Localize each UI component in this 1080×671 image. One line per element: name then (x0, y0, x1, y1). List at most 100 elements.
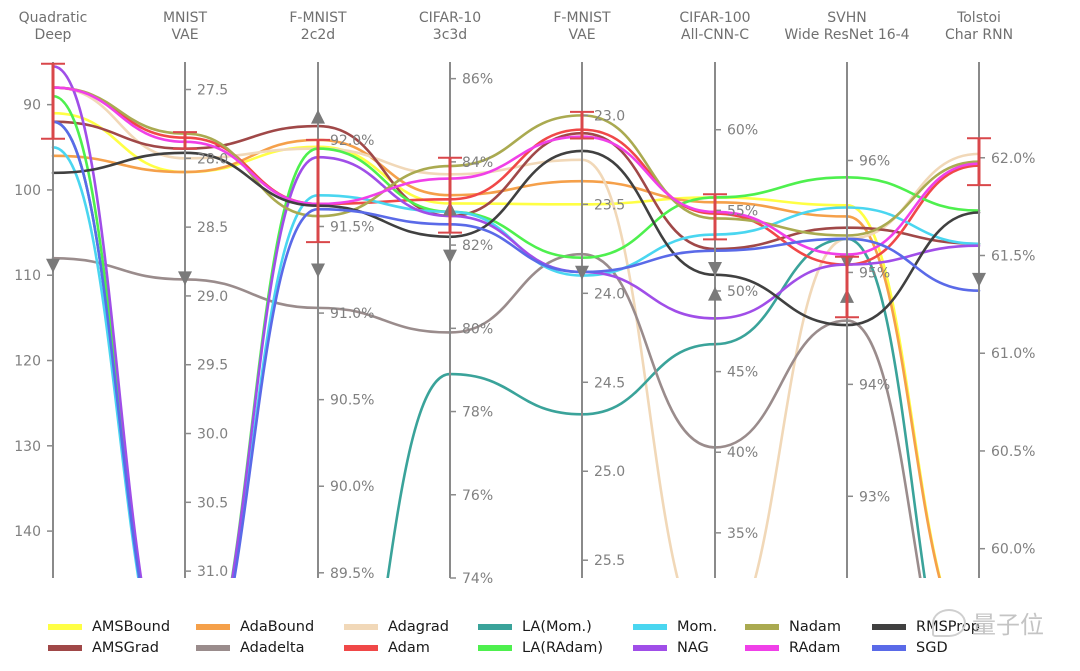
series-line-radam (51, 86, 981, 256)
error-bar (306, 138, 330, 244)
legend-label: SGD (916, 640, 948, 656)
tick-label: 80% (462, 321, 493, 337)
tick-label: 92.0% (330, 133, 374, 149)
watermark-text: 量子位 (972, 611, 1044, 639)
tick-label: 23.5 (594, 197, 625, 213)
axis-title: Tolstoi (956, 10, 1001, 26)
tick-label: 120 (14, 354, 41, 370)
series-line-mom- (51, 145, 981, 578)
legend-item: RAdam (745, 638, 840, 658)
series-line-amsbound (51, 111, 942, 578)
error-bar (703, 193, 727, 241)
legend-swatch (196, 624, 230, 630)
tick-label: 89.5% (330, 566, 374, 582)
tick-label: 110 (14, 268, 41, 284)
tick-label: 60.5% (991, 444, 1035, 460)
legend-label: AMSBound (92, 619, 171, 635)
tick-label: 74% (462, 571, 493, 587)
tick-label: 27.5 (197, 83, 228, 99)
legend-label: LA(RAdam) (522, 640, 604, 656)
legend-label: NAG (677, 640, 709, 656)
tick-label: 29.0 (197, 289, 228, 305)
tick-label: 76% (462, 488, 493, 504)
legend-label: Nadam (789, 619, 841, 635)
tick-label: 100 (14, 183, 41, 199)
axis-title: CIFAR-100 (679, 10, 750, 26)
legend-label: AMSGrad (92, 640, 159, 656)
legend-item: Mom. (633, 617, 717, 637)
tick-label: 96% (859, 153, 890, 169)
error-bar (570, 110, 594, 140)
tick-label: 60.0% (991, 542, 1035, 558)
tick-label: 61.5% (991, 249, 1035, 265)
legend-label: Adagrad (388, 619, 450, 635)
tick-label: 90 (23, 98, 41, 114)
legend-swatch (633, 624, 667, 630)
tick-label: 50% (727, 284, 758, 300)
legend-item: Adadelta (196, 638, 304, 658)
tick-label: 91.0% (330, 306, 374, 322)
axis-title: Quadratic (19, 10, 88, 26)
legend-item: Adam (344, 638, 430, 658)
tick-label: 23.0 (594, 108, 625, 124)
down-marker-icon (443, 249, 457, 264)
legend-swatch (478, 624, 512, 630)
tick-label: 24.0 (594, 286, 625, 302)
legend-item: Adagrad (344, 617, 449, 637)
tick-label: 25.5 (594, 553, 625, 569)
tick-label: 90.0% (330, 479, 374, 495)
down-marker-icon (708, 262, 722, 277)
tick-label: 78% (462, 405, 493, 421)
legend-swatch (872, 624, 906, 630)
legend-item: LA(Mom.) (478, 617, 592, 637)
legend-swatch (48, 624, 82, 630)
axis-title: Deep (35, 27, 72, 43)
tick-label: 86% (462, 72, 493, 88)
down-marker-icon (972, 272, 986, 287)
legend-swatch (633, 645, 667, 651)
legend-swatch (196, 645, 230, 651)
legend-item: LA(RAdam) (478, 638, 603, 658)
axis-title: Wide ResNet 16-4 (784, 27, 909, 43)
tick-label: 55% (727, 203, 758, 219)
axis-title: SVHN (827, 10, 866, 26)
legend-label: RAdam (789, 640, 841, 656)
axis-title: F-MNIST (553, 10, 611, 26)
tick-label: 130 (14, 439, 41, 455)
tick-label: 91.5% (330, 219, 374, 235)
tick-label: 95% (859, 265, 890, 281)
tick-label: 24.5 (594, 375, 625, 391)
series-line-la-radam- (51, 94, 981, 578)
error-bar (438, 156, 462, 234)
axis-title: All-CNN-C (681, 27, 749, 43)
tick-label: 82% (462, 238, 493, 254)
tick-label: 31.0 (197, 564, 228, 580)
series-line-nag (51, 64, 981, 578)
down-marker-icon (178, 271, 192, 286)
series-line-nadam (51, 86, 981, 237)
error-bar (41, 62, 65, 140)
legend-swatch (478, 645, 512, 651)
series-line-rmsprop (51, 149, 981, 327)
series-line-sgd (51, 120, 981, 578)
legend-swatch (745, 624, 779, 630)
legend-label: AdaBound (240, 619, 315, 635)
legend-label: Adadelta (240, 640, 305, 656)
axis-title: F-MNIST (289, 10, 347, 26)
tick-label: 93% (859, 489, 890, 505)
legend-label: Adam (388, 640, 430, 656)
axis-title: CIFAR-10 (419, 10, 481, 26)
legend-label: Mom. (677, 619, 718, 635)
parallel-coordinates-chart: QuadraticDeep90100110120130140MNISTVAE27… (14, 10, 1035, 587)
axis-title: VAE (568, 27, 595, 43)
tick-label: 40% (727, 445, 758, 461)
series-line-la-mom- (51, 120, 927, 578)
legend-item: AMSBound (48, 617, 170, 637)
axes-layer: QuadraticDeep90100110120130140MNISTVAE27… (14, 10, 1035, 587)
legend-item: AdaBound (196, 617, 314, 637)
legend-item: SGD (872, 638, 948, 658)
